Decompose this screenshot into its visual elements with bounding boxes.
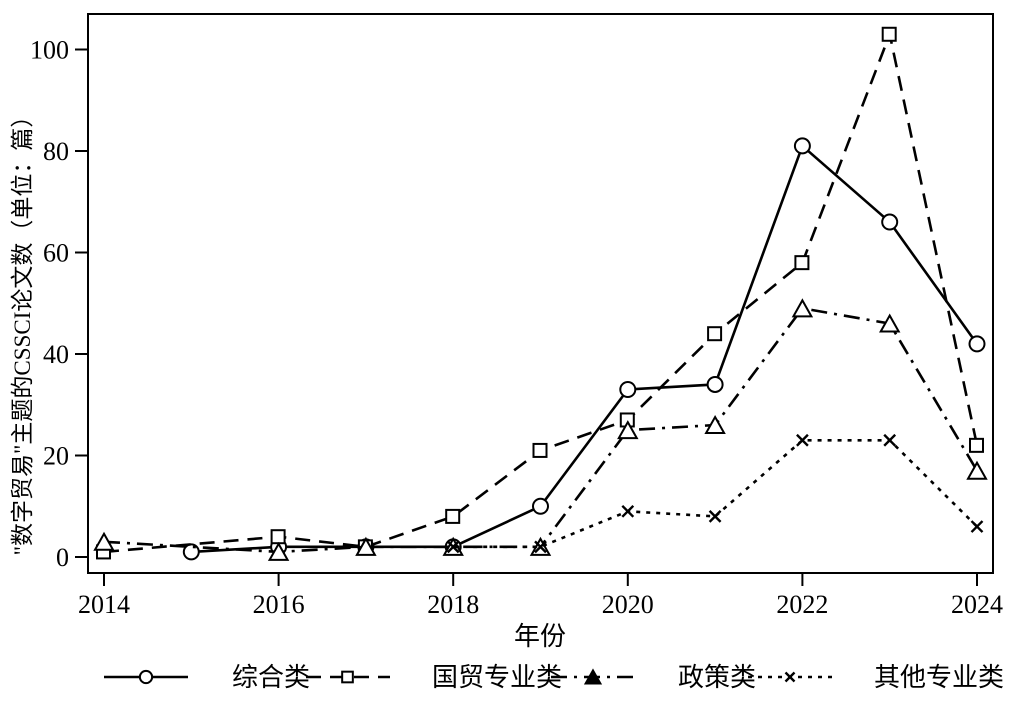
- marker-triangle: [704, 415, 726, 435]
- marker-triangle: [355, 536, 377, 556]
- marker-circle: [881, 213, 899, 231]
- x-tick-label: 2014: [78, 590, 130, 619]
- series-line-circle: [191, 143, 979, 554]
- y-tick-label: 40: [43, 340, 69, 369]
- marker-triangle: [583, 668, 603, 685]
- series-lines: [93, 26, 988, 561]
- marker-triangle: [267, 541, 290, 561]
- marker-triangle: [878, 313, 901, 333]
- legend-label: 其他专业类: [874, 663, 1004, 692]
- marker-triangle: [617, 420, 639, 440]
- series-line-x: [453, 438, 978, 549]
- marker-x: [621, 504, 635, 518]
- marker-square: [794, 255, 810, 271]
- x-axis-title: 年份: [514, 622, 566, 651]
- x-tick-label: 2016: [253, 590, 305, 619]
- marker-square: [445, 508, 461, 524]
- axes: 0 20 40 60 80 100 2014 2016 2018 2020 2022 2024: [30, 13, 1003, 619]
- y-tick-label: 80: [43, 137, 69, 166]
- marker-square: [270, 529, 286, 545]
- x-tick-label: 2018: [427, 590, 479, 619]
- marker-circle: [619, 381, 637, 399]
- marker-circle: [968, 335, 986, 353]
- legend: 综合类 国贸专业类 政策类 其他专业类: [104, 663, 1004, 692]
- x-tick-label: 2024: [951, 590, 1003, 619]
- marker-circle: [182, 543, 200, 561]
- y-tick-label: 0: [56, 543, 69, 572]
- marker-square: [881, 26, 897, 42]
- series-line-square: [103, 29, 979, 554]
- marker-x: [534, 540, 547, 554]
- marker-square: [532, 442, 548, 458]
- marker-triangle: [791, 298, 814, 318]
- x-tick-label: 2022: [776, 590, 828, 619]
- marker-x: [796, 433, 809, 447]
- marker-x: [708, 510, 722, 523]
- legend-label: 综合类: [232, 663, 310, 692]
- y-tick-label: 20: [43, 442, 69, 471]
- marker-square: [969, 437, 984, 453]
- marker-circle: [793, 137, 811, 155]
- series-line-triangle: [103, 306, 979, 554]
- marker-triangle: [966, 460, 988, 480]
- marker-circle: [706, 375, 724, 393]
- x-tick-label: 2020: [602, 590, 654, 619]
- marker-triangle: [93, 531, 115, 551]
- y-axis-title: "数字贸易"主题的CSSCI论文数（单位：篇）: [10, 105, 35, 556]
- marker-x: [446, 540, 460, 554]
- y-tick-label: 60: [43, 239, 69, 268]
- marker-circle: [532, 497, 549, 515]
- marker-x: [970, 520, 984, 533]
- plot-border: [87, 13, 994, 574]
- marker-x: [883, 433, 897, 447]
- y-tick-label: 100: [30, 36, 69, 65]
- marker-square: [341, 670, 354, 684]
- legend-label: 政策类: [678, 663, 756, 692]
- marker-x: [784, 671, 796, 683]
- marker-circle: [138, 669, 154, 685]
- legend-label: 国贸专业类: [432, 663, 562, 692]
- marker-square: [707, 326, 723, 342]
